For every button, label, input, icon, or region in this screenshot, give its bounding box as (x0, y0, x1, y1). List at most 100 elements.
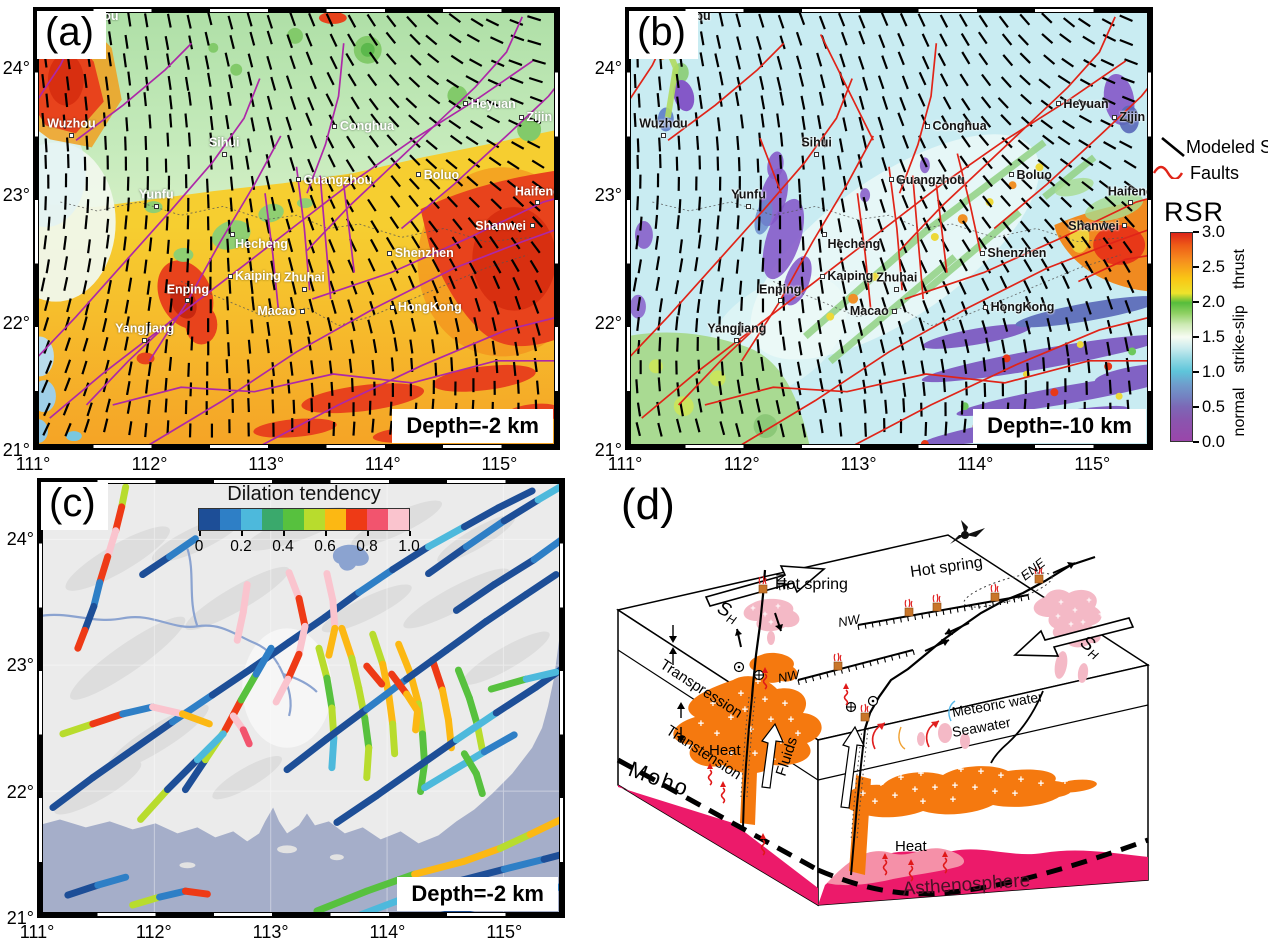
city-marker (894, 286, 900, 292)
y-axis-tick-label: 23° (2, 185, 30, 206)
city-label: Kaiping (827, 269, 874, 284)
city-marker (416, 172, 422, 178)
svg-text:+: + (775, 601, 780, 611)
pink-pluton-left (743, 598, 800, 632)
pink-plus-marks: ++++++++ +++ (750, 595, 1103, 629)
water-arrows (871, 700, 956, 750)
transpression-icon (669, 625, 677, 665)
city-label: Guangzhou (303, 172, 373, 187)
pink-drip (1077, 663, 1089, 683)
city-marker (299, 308, 305, 314)
city-label: Enping (758, 282, 802, 297)
city-marker (888, 177, 894, 183)
block-diagram-d: (d) Moho +++++ ++++ +++ ++++++ + + + + + + + ++ + + + +… (616, 480, 1150, 907)
map-panel-b: Wuzhou Sihui Guangzhou Conghua Heyuan Zijin Bo… (625, 7, 1153, 450)
city-label: Heyuan (470, 96, 516, 111)
svg-text:+: + (788, 714, 794, 726)
x-axis-tick-label: 111° (19, 922, 55, 942)
frame-edge (34, 8, 39, 449)
y-axis-tick-label: 22° (6, 781, 34, 802)
svg-text:+: + (748, 724, 754, 736)
pink-bits-front (917, 723, 970, 749)
upper-crust-line-front (817, 704, 1149, 781)
city-label: Boluo (1016, 167, 1052, 182)
svg-text:+: + (768, 714, 774, 726)
magma-plus-marks: +++++++++++++++++++++++++++++++++++++++ (698, 676, 1068, 808)
sea (38, 600, 564, 917)
shmax-arrow-right (1013, 617, 1135, 657)
svg-text:+: + (912, 784, 918, 796)
panel-a-label: (a) (37, 11, 106, 59)
y-axis-tick-label: 24° (2, 58, 30, 79)
y-axis-tick-label: 23° (594, 185, 622, 206)
fault-lines-b (626, 16, 1152, 449)
transtension-icon (677, 702, 685, 743)
city-label: Shenzhen (987, 246, 1047, 261)
dilation-colorbar-title: Dilation tendency (227, 483, 381, 505)
city-label: Yangjiang (115, 321, 175, 336)
x-axis-tick-label: 111° (607, 454, 643, 474)
city-label: Boluo (423, 167, 460, 182)
legend-modeled-shmax: Modeled SH (1186, 137, 1268, 161)
city-label: Hecheng (235, 237, 288, 252)
svg-text:+: + (714, 728, 720, 740)
city-marker (814, 151, 820, 157)
map-panel-c: Dilation tendency 0 0.2 0.4 0.6 0.8 1.0 (c) D… (37, 478, 565, 918)
rsr-tick-mark (1193, 371, 1199, 373)
city-marker (1111, 114, 1117, 120)
y-axis-tick-label: 21° (6, 908, 34, 928)
city-label: Wuzhou (639, 116, 688, 131)
x-axis-tick-label: 112° (723, 454, 760, 474)
frame-edge (559, 479, 564, 917)
rsr-regime-label: strike-slip (1231, 305, 1248, 373)
city-label: Wuzhou (47, 116, 96, 131)
dilation-tick-label: 0.2 (230, 538, 252, 555)
rsr-tick-mark (1193, 336, 1199, 338)
dilation-color-segment (388, 509, 409, 530)
rsr-tick-label: 1.0 (1202, 363, 1225, 381)
magma-body-left (673, 676, 822, 774)
svg-text:+: + (728, 748, 734, 760)
city-label: Yangjiang (707, 321, 767, 336)
svg-text:+: + (738, 688, 744, 700)
dilation-tick-mark (325, 531, 327, 536)
svg-text:+: + (1086, 595, 1091, 605)
city-label: Enping (166, 282, 210, 297)
svg-text:+: + (938, 766, 944, 778)
city-label: Heyuan (1063, 96, 1109, 111)
panel-d-label: (d) (621, 480, 675, 529)
rsr-tick-mark (1193, 301, 1199, 303)
dilation-tick-label: 1.0 (398, 538, 420, 555)
rsr-tick-mark (1193, 406, 1199, 408)
svg-text:+: + (742, 704, 748, 716)
city-layer-a: Wuzhou Sihui Guangzhou Conghua Heyuan Zijin Bo… (34, 8, 559, 449)
x-axis-tick-label: 114° (364, 454, 401, 474)
fault-lines-a (34, 16, 559, 449)
heat-label-2: Heat (895, 838, 928, 855)
depth-label-a: Depth=-2 km (392, 409, 553, 443)
rsr-tick-label: 1.5 (1202, 328, 1225, 346)
city-label: Yunfu (731, 187, 766, 202)
svg-text:+: + (920, 796, 926, 808)
moho-dashed-left (616, 757, 820, 873)
svg-text:+: + (918, 768, 924, 780)
dilation-tick-mark (409, 531, 411, 536)
city-layer-b: Wuzhou Sihui Guangzhou Conghua Heyuan Zijin Bo… (626, 8, 1152, 449)
svg-text:+: + (892, 790, 898, 802)
dilation-color-segment (262, 509, 283, 530)
dilation-color-segment (283, 509, 304, 530)
frame-edge (38, 479, 43, 917)
city-marker (221, 151, 227, 157)
rsr-tick-label: 2.5 (1202, 258, 1225, 276)
pink-pluton-right (1033, 589, 1102, 631)
city-marker (185, 298, 191, 304)
frame-edge (554, 8, 559, 449)
svg-text:+: + (1080, 617, 1085, 627)
city-marker (777, 298, 783, 304)
dilation-tick-label: 0.4 (272, 538, 294, 555)
x-axis-tick-label: 112° (135, 922, 172, 942)
svg-text:+: + (782, 698, 788, 710)
svg-text:+: + (1012, 788, 1018, 800)
city-label: Conghua (339, 119, 395, 134)
city-marker (1008, 172, 1014, 178)
